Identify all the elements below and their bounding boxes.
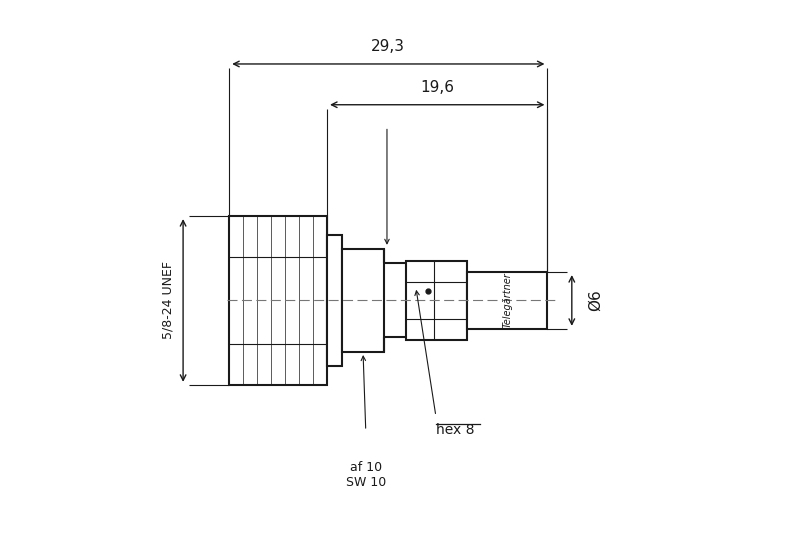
- Text: af 10
SW 10: af 10 SW 10: [345, 461, 385, 489]
- Text: 29,3: 29,3: [371, 39, 405, 54]
- Bar: [406, 261, 467, 339]
- Text: 19,6: 19,6: [420, 80, 453, 95]
- Bar: [467, 272, 547, 329]
- Bar: [229, 216, 327, 385]
- Bar: [341, 249, 384, 352]
- Text: hex 8: hex 8: [436, 423, 474, 437]
- Text: Telegärtner: Telegärtner: [502, 273, 512, 328]
- Text: Ø6: Ø6: [587, 290, 603, 311]
- Bar: [327, 235, 341, 366]
- Text: 5/8-24 UNEF: 5/8-24 UNEF: [161, 262, 174, 339]
